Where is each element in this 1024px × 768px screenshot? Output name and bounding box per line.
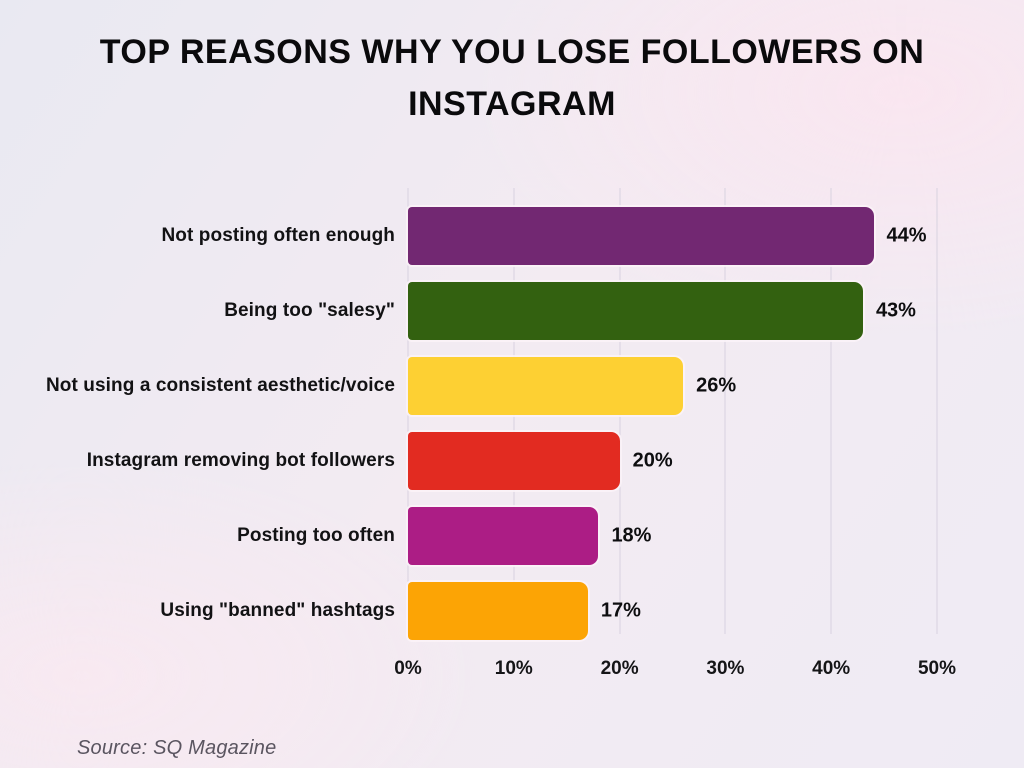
bar [408, 506, 599, 565]
bar-value: 44% [886, 224, 927, 246]
bar-row: Using "banned" hashtags 17% [0, 573, 937, 648]
bar-value: 18% [611, 524, 652, 546]
bar-value: 43% [875, 299, 916, 321]
bar-track: 18% [408, 506, 937, 565]
bar-track: 44% [408, 206, 937, 265]
bar-row: Posting too often 18% [0, 498, 937, 573]
bar-row: Being too "salesy" 43% [0, 273, 937, 348]
bar-row: Not posting often enough 44% [0, 198, 937, 273]
source-text: Source: SQ Magazine [77, 737, 277, 759]
bar [408, 206, 874, 265]
bar-label: Not using a consistent aesthetic/voice [45, 374, 395, 396]
x-tick-label: 0% [394, 658, 422, 679]
bar-row: Instagram removing bot followers 20% [0, 423, 937, 498]
x-tick-label: 30% [706, 658, 745, 679]
bar-chart: Not posting often enough 44% Being too "… [0, 188, 956, 684]
x-axis: 0% 10% 20% 30% 40% 50% [394, 658, 956, 684]
bar-track: 26% [408, 356, 937, 415]
bar [408, 281, 863, 340]
bar [408, 581, 588, 640]
x-tick-label: 40% [812, 658, 851, 679]
x-tick-label: 50% [917, 658, 957, 679]
bar-value: 26% [696, 374, 737, 396]
bar-label: Instagram removing bot followers [86, 449, 395, 471]
chart-title-line-1: TOP REASONS WHY YOU LOSE FOLLOWERS ON [99, 33, 925, 71]
bar [408, 356, 684, 415]
bar-row: Not using a consistent aesthetic/voice 2… [0, 348, 937, 423]
x-tick-label: 20% [600, 658, 639, 679]
bar-label: Posting too often [237, 524, 395, 546]
bar-track: 20% [408, 431, 937, 490]
x-tick-label: 10% [494, 658, 533, 679]
bar-label: Using "banned" hashtags [160, 599, 395, 621]
chart-title-line-2: INSTAGRAM [408, 85, 616, 123]
bar-track: 17% [408, 581, 937, 640]
bar-label: Not posting often enough [161, 224, 395, 246]
bar-value: 20% [632, 449, 673, 471]
bar-label: Being too "salesy" [224, 299, 395, 321]
bar [408, 431, 620, 490]
bar-value: 17% [600, 599, 641, 621]
bar-rows: Not posting often enough 44% Being too "… [0, 198, 937, 648]
bar-track: 43% [408, 281, 937, 340]
chart-title: TOP REASONS WHY YOU LOSE FOLLOWERS ON IN… [0, 26, 1024, 130]
plot-area: Not posting often enough 44% Being too "… [0, 188, 938, 648]
